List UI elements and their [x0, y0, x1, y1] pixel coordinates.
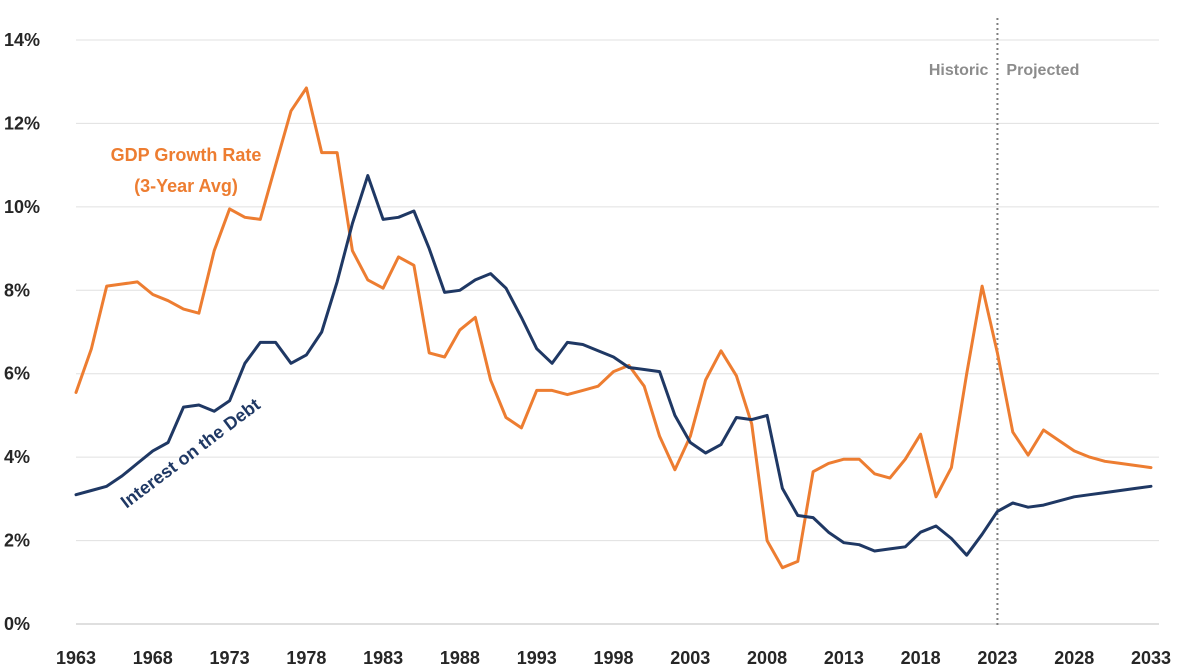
- y-tick-label: 8%: [4, 280, 30, 300]
- x-tick-label: 1963: [56, 648, 96, 668]
- x-tick-label: 2033: [1131, 648, 1171, 668]
- projected-label: Projected: [1006, 62, 1079, 79]
- x-tick-label: 1978: [286, 648, 326, 668]
- x-tick-label: 2008: [747, 648, 787, 668]
- grid-lines: [76, 39, 1159, 625]
- x-tick-label: 2003: [670, 648, 710, 668]
- x-tick-label: 2028: [1054, 648, 1094, 668]
- y-tick-label: 4%: [4, 447, 30, 467]
- x-tick-label: 1968: [133, 648, 173, 668]
- historic-label: Historic: [929, 62, 989, 79]
- x-tick-label: 1988: [440, 648, 480, 668]
- x-tick-label: 2013: [824, 648, 864, 668]
- x-tick-label: 2023: [977, 648, 1017, 668]
- gdp-growth-line: [74, 86, 1153, 570]
- x-tick-label: 1983: [363, 648, 403, 668]
- x-axis-ticks: 1963 1968 1973 1978 1983 1988 1993 1998 2003 2008…: [56, 648, 1171, 668]
- y-tick-label: 0%: [4, 614, 30, 634]
- series-lines: [74, 86, 1153, 570]
- x-tick-label: 1973: [210, 648, 250, 668]
- y-tick-label: 10%: [4, 197, 40, 217]
- x-tick-label: 2018: [901, 648, 941, 668]
- x-tick-label: 1998: [593, 648, 633, 668]
- y-tick-label: 6%: [4, 364, 30, 384]
- gdp-series-label-line2: (3-Year Avg): [134, 176, 238, 196]
- y-tick-label: 14%: [4, 30, 40, 50]
- interest-series-label: Interest on the Debt: [117, 394, 264, 512]
- gdp-series-label-line1: GDP Growth Rate: [111, 145, 262, 165]
- y-axis-ticks: 0% 2% 4% 6% 8% 10% 12% 14%: [4, 30, 40, 634]
- interest-on-debt-line: [74, 174, 1153, 557]
- x-tick-label: 1993: [517, 648, 557, 668]
- y-tick-label: 12%: [4, 113, 40, 133]
- y-tick-label: 2%: [4, 531, 30, 551]
